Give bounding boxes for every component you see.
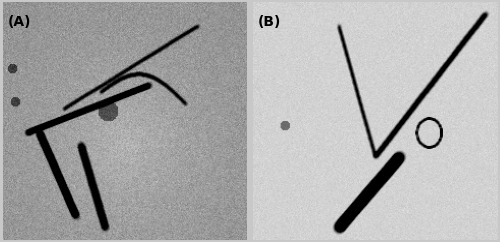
Text: (A): (A)	[8, 15, 31, 29]
Text: (B): (B)	[258, 15, 281, 29]
